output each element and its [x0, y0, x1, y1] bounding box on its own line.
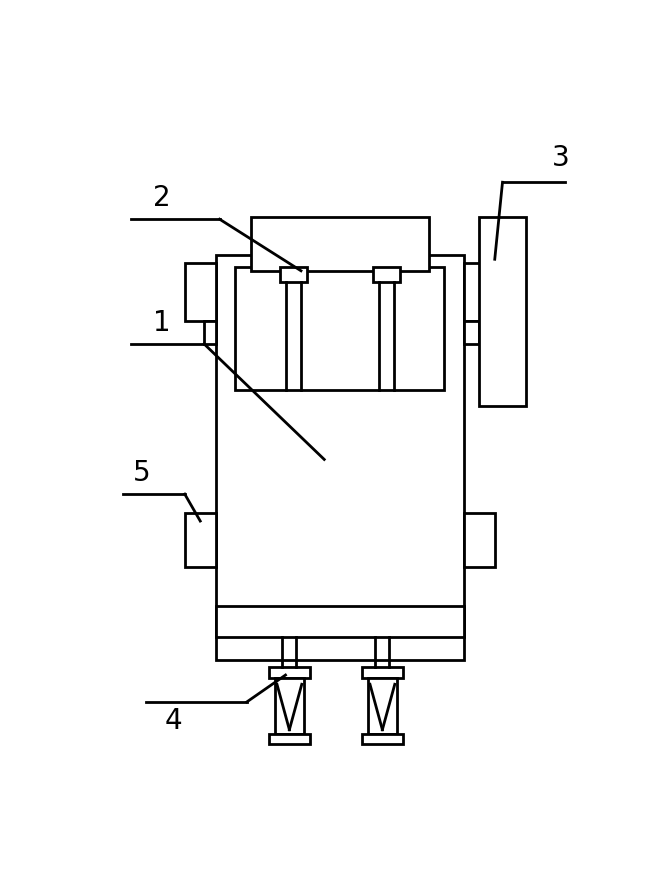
Text: 2: 2	[153, 183, 170, 211]
Text: 5: 5	[133, 460, 151, 488]
Bar	[269, 733, 310, 745]
Bar	[204, 321, 216, 344]
Bar	[251, 217, 429, 271]
Bar	[362, 667, 403, 678]
Bar	[464, 263, 495, 321]
Bar	[464, 513, 495, 567]
Bar	[185, 513, 216, 567]
Bar	[235, 267, 444, 390]
Bar	[280, 267, 307, 282]
Text: 1: 1	[153, 310, 170, 337]
Text: 4: 4	[165, 707, 182, 735]
Bar	[216, 255, 464, 660]
Bar	[275, 678, 304, 733]
Bar	[185, 263, 216, 321]
Bar	[464, 321, 479, 344]
Bar	[368, 678, 397, 733]
Bar	[216, 606, 464, 637]
Bar	[362, 733, 403, 745]
Bar	[373, 267, 401, 282]
Bar	[479, 217, 526, 405]
Text: 3: 3	[552, 144, 569, 172]
Bar	[269, 667, 310, 678]
